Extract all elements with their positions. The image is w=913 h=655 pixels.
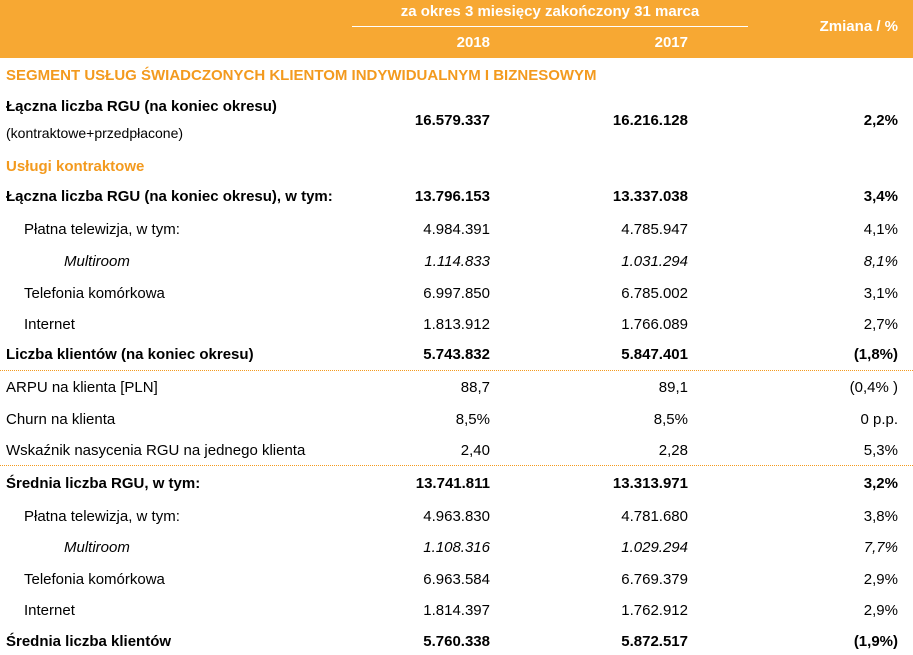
value-2018: 5.760.338 <box>423 633 490 650</box>
contract-title: Usługi kontraktowe <box>6 158 145 175</box>
period-heading: za okres 3 miesięcy zakończony 31 marca <box>400 3 700 20</box>
value-2017: 2,28 <box>658 442 688 459</box>
value-change: 2,9% <box>863 602 898 619</box>
row-label: Średnia liczba RGU, w tym: <box>6 475 201 492</box>
table-header: za okres 3 miesięcy zakończony 31 marca … <box>0 0 913 58</box>
value-change: 3,8% <box>863 508 898 525</box>
row-label: Płatna telewizja, w tym: <box>24 508 180 525</box>
value-2018: 6.997.850 <box>423 285 490 302</box>
value-2018: 1.813.912 <box>423 316 490 333</box>
value-2017: 89,1 <box>658 379 688 396</box>
value-change: (0,4% ) <box>849 379 898 396</box>
value-2017: 16.216.128 <box>612 112 688 129</box>
segment-title: SEGMENT USŁUG ŚWIADCZONYCH KLIENTOM INDY… <box>6 67 597 84</box>
row-label: ARPU na klienta [PLN] <box>6 379 158 396</box>
value-2017: 1.762.912 <box>621 602 688 619</box>
row-label: Churn na klienta <box>6 411 116 428</box>
value-2018: 4.963.830 <box>423 508 490 525</box>
value-2018: 4.984.391 <box>423 221 490 238</box>
value-2017: 5.872.517 <box>621 633 688 650</box>
row-label: Telefonia komórkowa <box>24 571 165 588</box>
value-change: 3,4% <box>863 188 898 205</box>
row-label: Płatna telewizja, w tym: <box>24 221 180 238</box>
value-2018: 1.114.833 <box>424 253 490 270</box>
value-2017: 4.785.947 <box>621 221 688 238</box>
row-label: Łączna liczba RGU (na koniec okresu) <box>6 98 277 115</box>
value-change: 3,2% <box>863 475 898 492</box>
value-change: 7,7% <box>863 539 898 556</box>
year-2018-heading: 2018 <box>456 34 490 51</box>
value-2018: 13.741.811 <box>415 475 490 492</box>
row-label: Multiroom <box>64 539 130 556</box>
row-label: Telefonia komórkowa <box>24 285 165 302</box>
value-change: 0 p.p. <box>860 411 898 428</box>
value-change: (1,9%) <box>853 633 898 650</box>
value-change: 8,1% <box>863 253 898 270</box>
row-label: Liczba klientów (na koniec okresu) <box>6 346 254 363</box>
row-label: Multiroom <box>64 253 130 270</box>
value-change: 3,1% <box>863 285 898 302</box>
change-heading: Zmiana / % <box>819 18 898 35</box>
value-change: 2,2% <box>863 112 898 129</box>
dotted-separator <box>0 370 913 371</box>
row-label: Internet <box>24 316 75 333</box>
value-2018: 5.743.832 <box>423 346 490 363</box>
value-2018: 88,7 <box>460 379 490 396</box>
value-change: 2,7% <box>863 316 898 333</box>
value-2018: 1.108.316 <box>423 539 490 556</box>
value-2018: 6.963.584 <box>423 571 490 588</box>
value-2017: 1.031.294 <box>621 253 688 270</box>
dotted-separator <box>0 465 913 466</box>
value-2017: 6.785.002 <box>621 285 688 302</box>
value-2017: 8,5% <box>653 411 688 428</box>
value-2017: 6.769.379 <box>621 571 688 588</box>
value-change: 5,3% <box>863 442 898 459</box>
value-2017: 13.337.038 <box>612 188 688 205</box>
row-label: Wskaźnik nasycenia RGU na jednego klient… <box>6 442 306 459</box>
value-2018: 16.579.337 <box>414 112 490 129</box>
value-change: 4,1% <box>863 221 898 238</box>
row-label: Średnia liczba klientów <box>6 633 172 650</box>
value-2018: 2,40 <box>460 442 490 459</box>
row-label: Łączna liczba RGU (na koniec okresu), w … <box>6 188 333 205</box>
value-2017: 5.847.401 <box>621 346 688 363</box>
year-2017-heading: 2017 <box>654 34 688 51</box>
value-2018: 1.814.397 <box>423 602 490 619</box>
period-underline <box>352 26 748 27</box>
value-2018: 8,5% <box>455 411 490 428</box>
value-change: (1,8%) <box>853 346 898 363</box>
row-label: Internet <box>24 602 75 619</box>
value-2017: 13.313.971 <box>612 475 688 492</box>
value-2017: 1.766.089 <box>621 316 688 333</box>
value-2017: 1.029.294 <box>621 539 688 556</box>
value-2018: 13.796.153 <box>414 188 490 205</box>
value-change: 2,9% <box>863 571 898 588</box>
row-sublabel: (kontraktowe+przedpłacone) <box>6 125 184 141</box>
value-2017: 4.781.680 <box>621 508 688 525</box>
